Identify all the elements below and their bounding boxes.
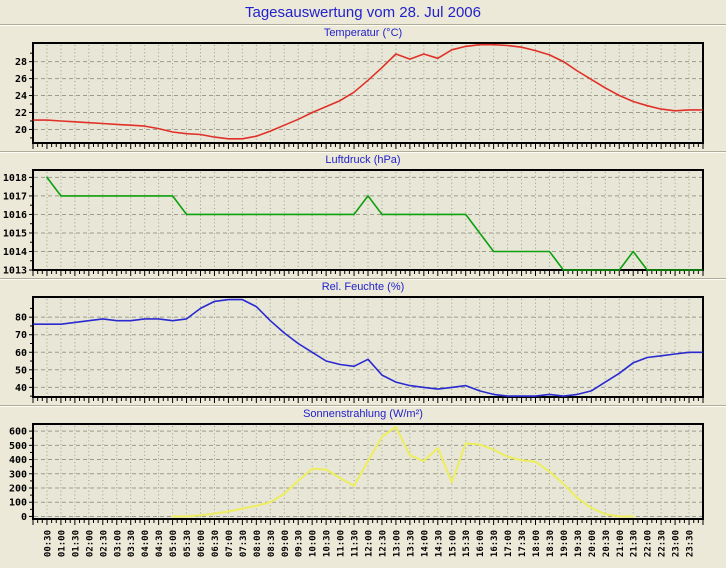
x-axis-label: 09:30 bbox=[295, 530, 305, 557]
pressure-series-line bbox=[46, 176, 703, 271]
x-axis-label: 00:30 bbox=[43, 530, 53, 557]
chart-title-pressure: Luftdruck (hPa) bbox=[325, 154, 401, 166]
y-axis-label: 1014 bbox=[3, 247, 27, 258]
x-axis-label: 16:30 bbox=[490, 530, 500, 557]
x-axis-label: 18:00 bbox=[532, 530, 542, 557]
x-axis-label: 07:30 bbox=[239, 530, 249, 557]
x-axis-label: 06:00 bbox=[197, 530, 207, 557]
x-axis-label: 14:00 bbox=[420, 530, 430, 557]
y-axis-label: 50 bbox=[15, 365, 27, 376]
y-axis-label: 24 bbox=[15, 91, 27, 102]
y-axis-label: 1015 bbox=[3, 228, 27, 239]
x-axis-label: 01:00 bbox=[57, 530, 67, 557]
x-axis-label: 14:30 bbox=[434, 530, 444, 557]
x-axis-label: 17:30 bbox=[518, 530, 528, 557]
x-axis-label: 21:30 bbox=[630, 530, 640, 557]
x-axis-label: 19:30 bbox=[574, 530, 584, 557]
x-axis-label: 22:30 bbox=[658, 530, 668, 557]
section-humidity: Rel. Feuchte (%) 40 50 60 70 80 bbox=[0, 280, 726, 405]
x-axis-label: 20:00 bbox=[588, 530, 598, 557]
humidity-series-line bbox=[33, 298, 703, 397]
separator bbox=[0, 405, 726, 407]
y-axis-label: 100 bbox=[9, 498, 27, 509]
radiation-chart: 0 100 200 300 400 500 600 00:30 01:00 01:30 02:00 0… bbox=[9, 423, 704, 557]
x-axis-label: 05:00 bbox=[169, 530, 179, 557]
x-axis-label: 03:00 bbox=[113, 530, 123, 557]
y-axis-label: 1013 bbox=[3, 266, 27, 277]
x-axis-label: 03:30 bbox=[127, 530, 137, 557]
temperature-chart: 20 22 24 26 28 bbox=[15, 42, 704, 149]
x-axis-label: 23:30 bbox=[686, 530, 696, 557]
x-axis-label: 09:00 bbox=[281, 530, 291, 557]
y-axis-label: 600 bbox=[9, 427, 27, 438]
x-axis-label: 12:00 bbox=[365, 530, 375, 557]
section-radiation: Sonnenstrahlung (W/m²) 0 100 200 300 400 500 6… bbox=[0, 407, 726, 568]
x-axis-label: 02:30 bbox=[99, 530, 109, 557]
radiation-plot-area bbox=[33, 424, 703, 519]
chart-title-humidity: Rel. Feuchte (%) bbox=[321, 281, 405, 293]
humidity-plot-border bbox=[32, 296, 704, 398]
x-axis-label: 08:00 bbox=[253, 530, 263, 557]
x-axis-label: 13:00 bbox=[392, 530, 402, 557]
x-axis-label: 19:00 bbox=[560, 530, 570, 557]
x-axis-label: 22:00 bbox=[644, 530, 654, 557]
x-axis-label: 16:00 bbox=[476, 530, 486, 557]
y-axis-label: 22 bbox=[15, 108, 27, 119]
y-axis-label: 1017 bbox=[3, 191, 27, 202]
y-axis-label: 500 bbox=[9, 441, 27, 452]
separator bbox=[0, 278, 726, 280]
x-axis-label: 02:00 bbox=[85, 530, 95, 557]
y-axis-label: 400 bbox=[9, 455, 27, 466]
section-temperature: Temperatur (°C) 20 22 24 26 28 bbox=[0, 26, 726, 151]
separator bbox=[0, 151, 726, 153]
y-axis-label: 200 bbox=[9, 483, 27, 494]
x-axis-label: 10:00 bbox=[309, 530, 319, 557]
page-title: Tagesauswertung vom 28. Jul 2006 bbox=[245, 4, 481, 21]
x-axis-label: 13:30 bbox=[406, 530, 416, 557]
temperature-plot-border bbox=[32, 42, 704, 144]
x-axis-label: 11:00 bbox=[337, 530, 347, 557]
section-pressure: Luftdruck (hPa) 1013 1014 1015 1016 1017 1018 bbox=[0, 153, 726, 278]
x-axis-label: 12:30 bbox=[378, 530, 388, 557]
y-axis-label: 70 bbox=[15, 330, 27, 341]
x-axis-label: 04:30 bbox=[155, 530, 165, 557]
x-axis-label: 20:30 bbox=[602, 530, 612, 557]
y-axis-label: 60 bbox=[15, 348, 27, 359]
x-axis-label: 17:00 bbox=[504, 530, 514, 557]
pressure-chart: 1013 1014 1015 1016 1017 1018 bbox=[3, 169, 704, 277]
temperature-series-line bbox=[33, 43, 703, 140]
chart-title-temperature: Temperatur (°C) bbox=[323, 27, 403, 39]
y-axis-label: 0 bbox=[21, 512, 27, 523]
pressure-plot-border bbox=[32, 169, 704, 271]
y-axis-label: 80 bbox=[15, 313, 27, 324]
y-axis-label: 1016 bbox=[3, 210, 27, 221]
humidity-chart: 40 50 60 70 80 bbox=[15, 296, 704, 403]
chart-title-radiation: Sonnenstrahlung (W/m²) bbox=[303, 408, 423, 420]
x-axis-label: 10:30 bbox=[323, 530, 333, 557]
y-axis-label: 1018 bbox=[3, 173, 27, 184]
y-axis-label: 28 bbox=[15, 57, 27, 68]
x-axis-label: 06:30 bbox=[211, 530, 221, 557]
x-axis-label: 15:00 bbox=[448, 530, 458, 557]
x-axis-label: 23:00 bbox=[672, 530, 682, 557]
x-axis-label: 04:00 bbox=[141, 530, 151, 557]
y-axis-label: 300 bbox=[9, 469, 27, 480]
x-axis-label: 18:30 bbox=[546, 530, 556, 557]
x-axis-label: 21:00 bbox=[616, 530, 626, 557]
x-axis-label: 01:30 bbox=[71, 530, 81, 557]
radiation-plot-border bbox=[32, 423, 704, 520]
separator bbox=[0, 24, 726, 26]
x-axis-label: 15:30 bbox=[462, 530, 472, 557]
y-axis-label: 40 bbox=[15, 383, 27, 394]
x-axis-label: 07:00 bbox=[225, 530, 235, 557]
y-axis-label: 26 bbox=[15, 74, 27, 85]
y-axis-label: 20 bbox=[15, 125, 27, 136]
x-axis-label: 08:30 bbox=[267, 530, 277, 557]
radiation-series-line bbox=[171, 425, 635, 518]
x-axis-label: 05:30 bbox=[183, 530, 193, 557]
x-axis-label: 11:30 bbox=[351, 530, 361, 557]
